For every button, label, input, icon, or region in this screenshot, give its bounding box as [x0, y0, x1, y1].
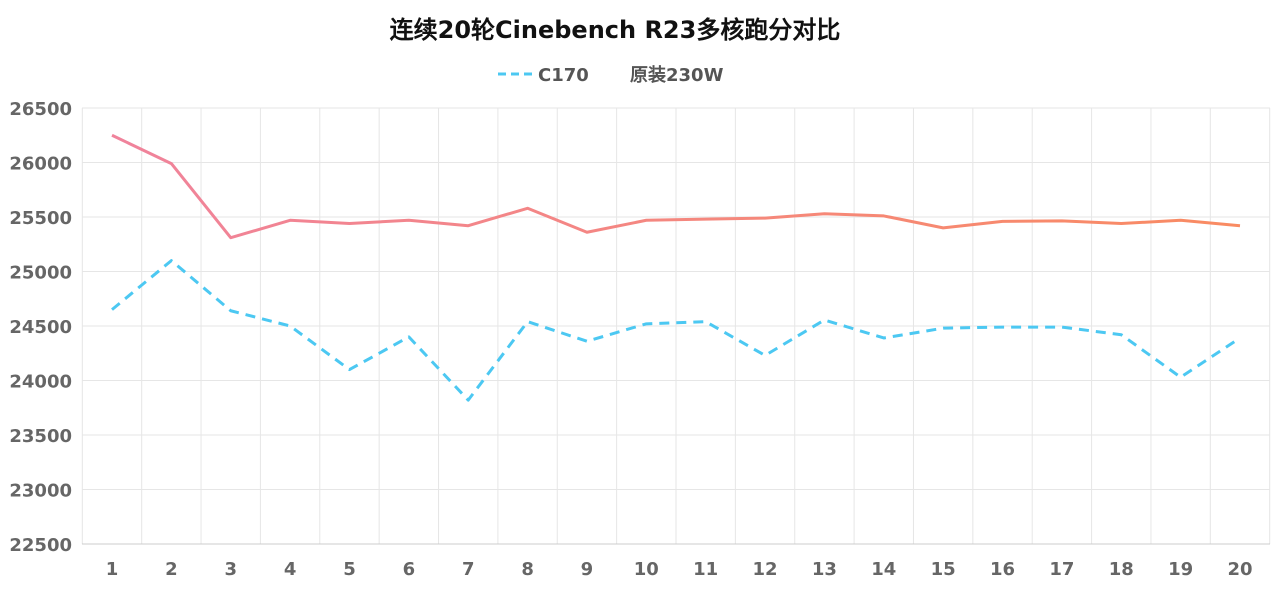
series-line-c170	[111, 259, 1241, 402]
x-tick-label: 1	[106, 559, 119, 580]
x-axis: 1 2 3 4 5 6 7 8 9 10 11 12 13 14 15 16 17 18 19 20	[106, 559, 1253, 580]
y-tick-label: 26500	[9, 99, 72, 120]
y-tick-label: 24500	[9, 317, 72, 338]
x-tick-label: 17	[1049, 559, 1074, 580]
x-tick-label: 16	[990, 559, 1015, 580]
y-tick-label: 26000	[9, 154, 72, 175]
x-tick-label: 18	[1109, 559, 1134, 580]
x-tick-label: 6	[403, 559, 416, 580]
x-tick-label: 15	[931, 559, 956, 580]
legend: C170 原装230W	[498, 64, 724, 86]
y-tick-label: 23000	[9, 481, 72, 502]
y-tick-label: 25000	[9, 263, 72, 284]
y-tick-label: 24000	[9, 372, 72, 393]
legend-label: C170	[538, 65, 589, 86]
x-tick-label: 2	[165, 559, 178, 580]
x-tick-label: 11	[693, 559, 718, 580]
series-line-stock-230w	[111, 133, 1241, 240]
x-tick-label: 3	[224, 559, 237, 580]
y-tick-label: 25500	[9, 208, 72, 229]
x-tick-label: 12	[753, 559, 778, 580]
x-tick-label: 10	[634, 559, 659, 580]
x-tick-label: 4	[284, 559, 297, 580]
series-lines	[111, 133, 1241, 402]
x-tick-label: 14	[871, 559, 896, 580]
y-tick-label: 22500	[9, 535, 72, 556]
x-tick-label: 7	[462, 559, 475, 580]
chart-title: 连续20轮Cinebench R23多核跑分对比	[390, 16, 841, 44]
x-tick-label: 20	[1227, 559, 1252, 580]
grid	[81, 107, 1271, 545]
legend-label: 原装230W	[630, 64, 724, 86]
x-tick-label: 5	[343, 559, 356, 580]
x-tick-label: 19	[1168, 559, 1193, 580]
y-tick-label: 23500	[9, 426, 72, 447]
x-tick-label: 8	[521, 559, 534, 580]
x-tick-label: 13	[812, 559, 837, 580]
y-axis: 22500 23000 23500 24000 24500 25000 25500 26000…	[9, 99, 72, 556]
x-tick-label: 9	[581, 559, 594, 580]
